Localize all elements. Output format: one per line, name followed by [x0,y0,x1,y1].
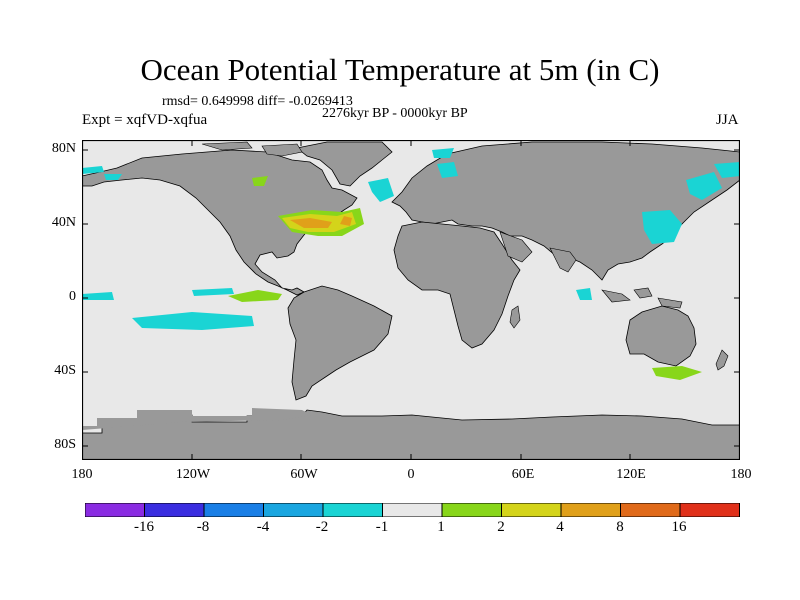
anomaly-cool-equatorial [82,288,234,300]
lon-label-60e: 60E [511,467,535,482]
anomaly-warm-south-australia [652,366,702,380]
colorbar-bin-6 [382,503,443,517]
anomaly-north-atlantic [278,208,364,236]
land-greenland [296,141,393,187]
land-indonesia [601,287,683,309]
colorbar-label-1: -16 [134,519,154,535]
lat-label-80n: 80N [51,141,76,156]
colorbar-bin-1 [85,503,145,517]
anomaly-cool-bering [714,162,740,178]
lon-label-60w: 60W [290,467,318,482]
colorbar-bin-10 [620,503,681,517]
anomaly-cool-arctic-west [82,166,104,174]
land-eurasia [391,141,740,281]
land-india [549,247,577,273]
lat-label-80s: 80S [54,437,76,452]
anomaly-cool-kamchatka [686,172,722,200]
lat-label-40n: 40N [51,215,76,230]
colorbar [85,503,740,517]
colorbar-bin-4 [263,503,324,517]
lon-label-180e: 180 [730,467,752,482]
lon-label-0: 0 [407,467,415,482]
experiment-label: Expt = xqfVD-xqfua [82,112,208,128]
colorbar-bin-7 [441,503,502,517]
anomaly-cool-barents [437,162,458,178]
anomaly-warm-east-equatorial [228,290,282,302]
lon-label-120w: 120W [175,467,211,482]
lon-label-180w: 180 [71,467,93,482]
anomaly-warm-patches [228,176,702,380]
colorbar-bin-5 [322,503,383,517]
land-australia [625,305,697,367]
season-label: JJA [716,112,739,128]
land-arctic-islands [201,141,303,157]
land-antarctica-shelf [82,408,312,430]
lat-label-0: 0 [69,289,76,304]
colorbar-bin-2 [144,503,205,517]
lon-label-120e: 120E [616,467,646,482]
land-new-zealand [715,349,729,371]
anomaly-warm-north-atlantic [252,176,268,186]
colorbar-label-7: 2 [497,519,505,535]
colorbar-label-10: 16 [671,519,687,535]
stats-line: rmsd= 0.649998 diff= -0.0269413 [162,94,353,109]
map-title: Ocean Potential Temperature at 5m (in C) [140,52,660,87]
period-label: 2276kyr BP - 0000kyr BP [322,106,468,121]
colorbar-bin-8 [501,503,562,517]
land-arabia [499,231,533,263]
colorbar-bin-3 [203,503,264,517]
anomaly-cool-east-pacific [132,312,254,330]
world-map [82,140,740,460]
land-madagascar [509,305,521,329]
colorbar-bin-9 [560,503,621,517]
colorbar-label-2: -8 [196,519,210,535]
colorbar-label-8: 4 [556,519,564,535]
anomaly-cool-north-pacific [642,210,682,244]
map-frame [82,140,740,460]
lat-label-40s: 40S [54,363,76,378]
anomaly-cool-bay-of-bengal [576,288,592,300]
colorbar-label-6: 1 [437,519,445,535]
land-north-america [82,149,358,296]
colorbar-label-9: 8 [616,519,624,535]
anomaly-atlantic-orange [290,216,352,228]
land-south-america [287,285,393,401]
colorbar-bin-11 [679,503,740,517]
colorbar-label-4: -2 [315,519,329,535]
anomaly-cool-arctic-atlantic [432,148,454,158]
land-africa [393,221,521,349]
anomaly-cool-alaska [104,174,122,180]
colorbar-label-3: -4 [256,519,270,535]
anomaly-cool-labrador [368,178,394,202]
anomaly-cool-patches [82,148,740,330]
colorbar-label-5: -1 [375,519,389,535]
